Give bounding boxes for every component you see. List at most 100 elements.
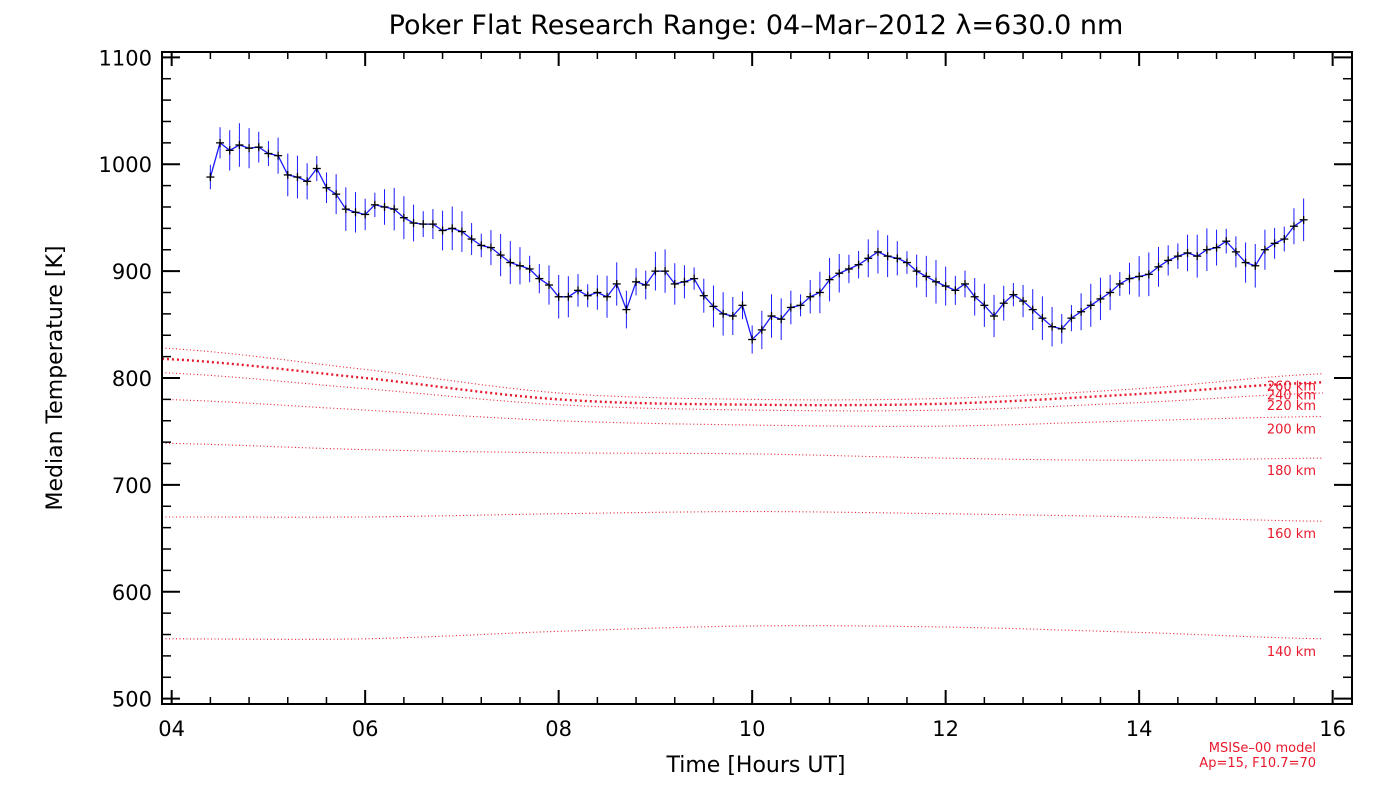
model-curve-label: 160 km [1267,527,1316,542]
data-point [1193,252,1202,261]
data-point [380,202,389,211]
chart-title: Poker Flat Research Range: 04–Mar–2012 λ… [389,10,1124,41]
model-curve-label: 140 km [1267,645,1316,660]
model-curve [161,398,1324,427]
model-curve [161,442,1323,461]
data-point [1125,274,1134,283]
model-params-note: Ap=15, F10.7=70 [1199,756,1316,771]
x-tick-label: 06 [352,717,379,741]
data-point [525,264,534,273]
model-curve-label: 260 km [1267,380,1316,395]
y-tick-label: 500 [112,688,152,712]
x-tick-label: 16 [1319,717,1346,741]
data-point [1106,288,1115,297]
data-point [361,210,370,219]
x-axis-label: Time [Hours UT] [666,753,846,778]
data-point [738,301,747,310]
data-point [912,267,921,276]
data-point [1173,252,1182,261]
y-tick-label: 800 [112,367,152,391]
y-tick-labels: 500 600 700 800 900 1000 1100 [99,46,152,711]
data-point [1164,256,1173,265]
data-point [603,292,612,301]
x-tick-label: 08 [545,717,572,741]
data-point [593,288,602,297]
x-tick-label: 12 [932,717,959,741]
data-point [216,138,225,147]
data-point [225,146,234,155]
y-tick-label: 900 [112,260,152,284]
data-point [409,219,418,228]
data-point [612,279,621,288]
data-point [786,303,795,312]
data-point [980,301,989,310]
data-point [1299,215,1308,224]
measured-series [206,123,1308,354]
data-point [748,335,757,344]
data-point [883,252,892,261]
data-point [961,279,970,288]
data-point [777,315,786,324]
data-point [767,312,776,321]
data-point [486,243,495,252]
x-tick-label: 04 [158,717,185,741]
data-point [1048,322,1057,331]
data-point [1019,297,1028,306]
data-point [651,267,660,276]
model-curve [161,372,1324,412]
data-point [680,277,689,286]
data-point [351,208,360,217]
data-point [1231,247,1240,256]
data-point [1241,258,1250,267]
data-point [864,254,873,263]
data-point [1251,261,1260,270]
model-curve-label: 200 km [1267,422,1316,437]
data-point [312,164,321,173]
data-point [390,205,399,214]
data-point [815,288,824,297]
data-point [941,282,950,291]
data-point [641,281,650,290]
x-tick-label: 10 [739,717,766,741]
data-point [245,144,254,153]
model-curve [161,347,1324,401]
x-tick-label: 14 [1126,717,1153,741]
data-point [1096,294,1105,303]
model-curve-label: 220 km [1267,399,1316,414]
data-point [332,190,341,199]
data-point [661,267,670,276]
model-curve-label: 180 km [1267,464,1316,479]
y-axis-label: Median Temperature [K] [43,246,68,511]
data-point [1077,307,1086,316]
data-point [844,264,853,273]
data-point [1038,314,1047,323]
data-point [970,292,979,301]
data-point [1115,279,1124,288]
data-point [1028,305,1037,314]
data-point [428,220,437,229]
data-point [806,292,815,301]
plot-frame [161,51,1353,705]
data-point [931,277,940,286]
data-point [274,151,283,160]
data-point [1009,290,1018,299]
data-point [477,241,486,250]
data-point [999,299,1008,308]
data-point [419,220,428,229]
data-point [583,291,592,300]
data-point [506,258,515,267]
data-point [399,213,408,222]
data-point [825,275,834,284]
data-point [1212,243,1221,252]
data-point [544,281,553,290]
data-point [922,272,931,281]
data-point [438,226,447,235]
data-point [1289,222,1298,231]
model-curve [162,511,1324,522]
data-point [303,177,312,186]
data-point [1222,237,1231,246]
model-name-note: MSISe–00 model [1209,741,1316,756]
measured-line [209,141,1304,341]
data-point [728,312,737,321]
